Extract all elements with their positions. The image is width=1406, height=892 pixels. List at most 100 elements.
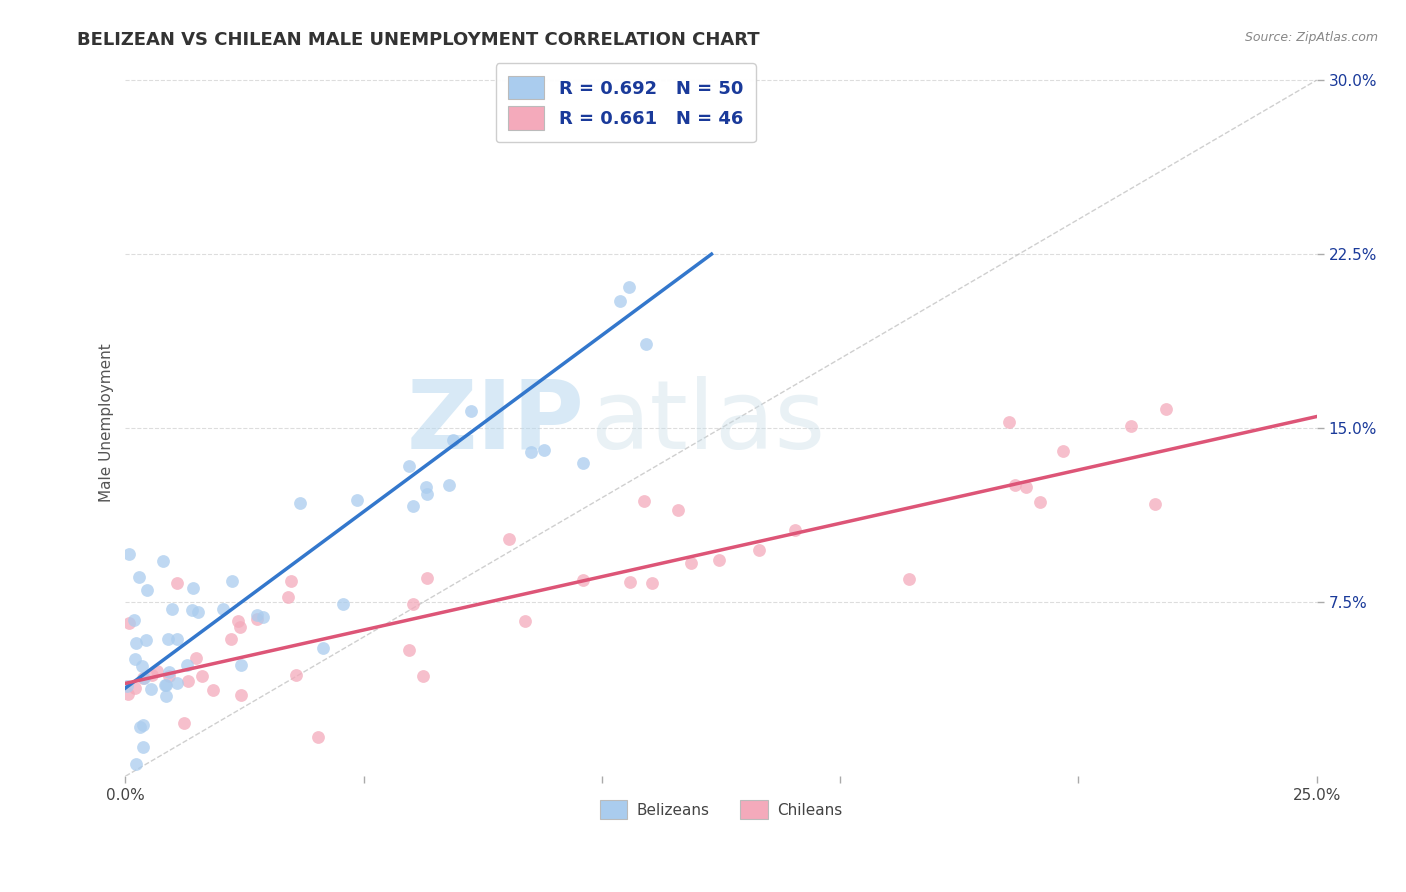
Point xyxy=(1014,480,1036,494)
Point xyxy=(783,524,806,538)
Legend: Belizeans, Chileans: Belizeans, Chileans xyxy=(593,794,848,825)
Point xyxy=(707,553,730,567)
Point xyxy=(617,279,640,293)
Point xyxy=(124,652,146,666)
Point xyxy=(166,675,188,690)
Point xyxy=(441,434,464,448)
Point xyxy=(572,456,595,470)
Text: BELIZEAN VS CHILEAN MALE UNEMPLOYMENT CORRELATION CHART: BELIZEAN VS CHILEAN MALE UNEMPLOYMENT CO… xyxy=(77,31,761,49)
Point xyxy=(118,615,141,630)
Point xyxy=(146,665,169,679)
Point xyxy=(1143,497,1166,511)
Point xyxy=(1004,478,1026,492)
Point xyxy=(157,669,180,683)
Point xyxy=(128,569,150,583)
Point xyxy=(155,678,177,692)
Y-axis label: Male Unemployment: Male Unemployment xyxy=(100,343,114,501)
Point xyxy=(571,573,593,587)
Point xyxy=(131,659,153,673)
Point xyxy=(173,716,195,731)
Point xyxy=(134,671,156,685)
Point xyxy=(141,668,163,682)
Point xyxy=(513,614,536,628)
Point xyxy=(191,669,214,683)
Point xyxy=(156,632,179,647)
Point xyxy=(211,601,233,615)
Point xyxy=(135,582,157,597)
Point xyxy=(187,605,209,619)
Point xyxy=(609,293,631,308)
Point xyxy=(416,487,439,501)
Point xyxy=(1156,401,1178,416)
Point xyxy=(498,532,520,546)
Point xyxy=(402,598,425,612)
Point xyxy=(152,554,174,568)
Point xyxy=(679,557,702,571)
Point xyxy=(122,613,145,627)
Point xyxy=(246,608,269,623)
Point xyxy=(157,665,180,680)
Point xyxy=(312,641,335,656)
Point xyxy=(252,609,274,624)
Point xyxy=(633,494,655,508)
Point xyxy=(332,598,354,612)
Point xyxy=(118,548,141,562)
Point xyxy=(132,739,155,754)
Point xyxy=(666,502,689,516)
Point xyxy=(1029,495,1052,509)
Point xyxy=(202,683,225,698)
Point xyxy=(125,636,148,650)
Point xyxy=(135,632,157,647)
Point xyxy=(181,603,204,617)
Point xyxy=(636,336,658,351)
Point xyxy=(416,571,439,585)
Point xyxy=(897,573,920,587)
Point xyxy=(284,668,307,682)
Point xyxy=(415,480,437,494)
Point xyxy=(280,574,302,589)
Point xyxy=(219,632,242,647)
Point xyxy=(132,671,155,685)
Point xyxy=(307,730,329,744)
Point xyxy=(437,477,460,491)
Point xyxy=(246,612,269,626)
Point xyxy=(176,658,198,673)
Point xyxy=(277,591,299,605)
Point xyxy=(128,720,150,734)
Point xyxy=(181,581,204,595)
Point xyxy=(221,574,243,588)
Point xyxy=(139,682,162,697)
Point xyxy=(166,576,188,591)
Point xyxy=(177,673,200,688)
Point xyxy=(1121,419,1143,434)
Text: ZIP: ZIP xyxy=(406,376,583,469)
Point xyxy=(398,643,420,657)
Point xyxy=(748,543,770,558)
Point xyxy=(229,620,252,634)
Point xyxy=(1052,443,1074,458)
Point xyxy=(186,651,208,665)
Point xyxy=(166,632,188,646)
Point xyxy=(402,499,425,513)
Text: atlas: atlas xyxy=(591,376,825,469)
Point xyxy=(125,756,148,771)
Point xyxy=(460,404,482,418)
Point xyxy=(231,688,253,702)
Point xyxy=(619,574,641,589)
Point xyxy=(155,678,177,692)
Point xyxy=(998,415,1021,429)
Point xyxy=(520,445,543,459)
Point xyxy=(346,493,368,508)
Point xyxy=(160,601,183,615)
Point xyxy=(398,458,420,473)
Text: Source: ZipAtlas.com: Source: ZipAtlas.com xyxy=(1244,31,1378,45)
Point xyxy=(155,689,177,703)
Point xyxy=(226,615,249,629)
Point xyxy=(412,669,434,683)
Point xyxy=(229,658,252,673)
Point xyxy=(124,681,146,695)
Point xyxy=(533,443,555,458)
Point xyxy=(132,718,155,732)
Point xyxy=(641,576,664,591)
Point xyxy=(117,688,139,702)
